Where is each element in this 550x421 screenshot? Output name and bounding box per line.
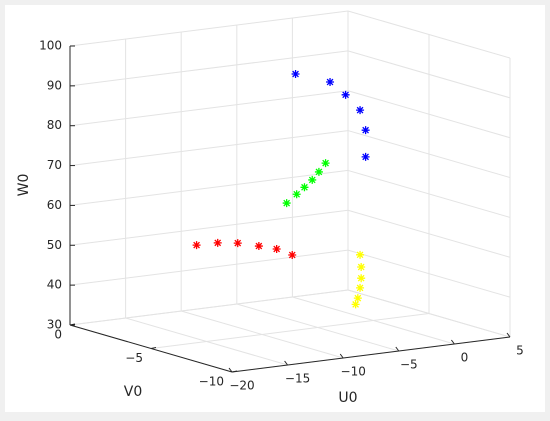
grid-line xyxy=(69,50,349,87)
marker xyxy=(288,250,297,259)
marker xyxy=(321,159,330,168)
grid-line xyxy=(347,209,511,258)
grid-line xyxy=(69,209,349,246)
x-tick-label: 5 xyxy=(516,344,524,358)
x-tick xyxy=(395,346,400,352)
z-tick-label: 70 xyxy=(47,158,62,172)
y-tick xyxy=(231,370,238,373)
z-axis-title: W0 xyxy=(16,174,32,197)
marker xyxy=(326,78,335,87)
x-axis-title: U0 xyxy=(338,390,357,406)
marker xyxy=(272,244,281,253)
grid-line xyxy=(347,90,511,139)
grid-line xyxy=(69,169,349,206)
grid-line xyxy=(69,249,349,286)
marker xyxy=(192,241,201,250)
marker xyxy=(356,106,365,115)
marker xyxy=(233,239,242,248)
x-tick xyxy=(228,367,233,373)
z-tick-label: 100 xyxy=(39,39,62,53)
marker xyxy=(314,167,323,176)
y-tick-label: −5 xyxy=(125,351,143,365)
marker xyxy=(254,242,263,251)
z-tick-label: 90 xyxy=(47,78,62,92)
y-tick xyxy=(69,323,76,326)
grid-line xyxy=(150,313,430,349)
marker xyxy=(341,90,350,99)
x-axis-line xyxy=(231,336,511,373)
x-tick-label: −5 xyxy=(400,358,418,372)
x-tick xyxy=(284,360,289,366)
grid-line xyxy=(69,289,349,326)
marker xyxy=(300,183,309,192)
y-axis-title: V0 xyxy=(124,384,142,400)
marker xyxy=(357,263,366,272)
grid-line xyxy=(347,10,511,59)
x-tick xyxy=(506,332,511,338)
grid-line xyxy=(69,10,349,47)
y-tick-label: −10 xyxy=(199,375,224,389)
y-tick xyxy=(150,347,157,349)
marker xyxy=(291,70,300,79)
marker xyxy=(357,274,366,283)
grid-line xyxy=(69,90,349,127)
marker xyxy=(213,238,222,247)
marker xyxy=(356,250,365,259)
grid-line xyxy=(347,169,511,218)
marker xyxy=(351,300,360,309)
grid-line xyxy=(347,249,511,298)
marker xyxy=(292,190,301,199)
grid-line xyxy=(347,50,511,99)
x-tick-label: −15 xyxy=(285,372,310,386)
marker xyxy=(361,126,370,135)
marker xyxy=(353,294,362,303)
grid-line xyxy=(347,289,511,338)
grid-line xyxy=(69,130,349,167)
marker xyxy=(282,199,291,208)
z-tick-label: 60 xyxy=(47,198,62,212)
z-tick-label: 30 xyxy=(47,318,62,332)
z-tick-label: 50 xyxy=(47,238,62,252)
marker xyxy=(361,152,370,161)
grid-line xyxy=(347,130,511,179)
marker xyxy=(356,283,365,292)
x-tick-label: −20 xyxy=(229,379,254,393)
x-tick xyxy=(450,339,455,345)
x-tick-label: 0 xyxy=(461,351,469,365)
x-tick xyxy=(339,353,344,359)
z-tick-label: 80 xyxy=(47,118,62,132)
z-tick-label: 40 xyxy=(47,278,62,292)
y-tick-label: 0 xyxy=(54,328,62,342)
x-tick-label: −10 xyxy=(341,365,366,379)
marker xyxy=(308,175,317,184)
